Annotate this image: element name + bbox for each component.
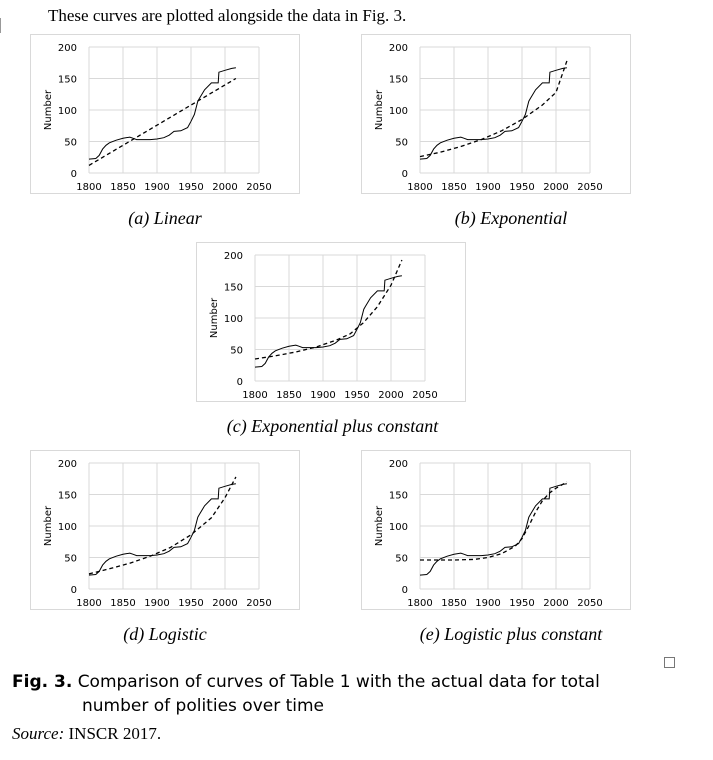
- fitted-curve-line: [254, 259, 403, 360]
- y-tick-label: 100: [389, 522, 408, 533]
- source-note: Source: INSCR 2017.: [12, 724, 161, 744]
- chart-logistic: 0 50 100 150 200 1800 1850 1900 1950 2000 2050 Numb…: [43, 459, 272, 609]
- y-tick-label: 0: [71, 585, 77, 596]
- actual-data-line: [88, 67, 236, 160]
- y-tick-label: 150: [389, 491, 408, 502]
- chart-exp-plus-constant: 0 50 100 150 200 1800 1850 1900 1950 2000 2050 Numb…: [209, 251, 438, 401]
- source-label: Source:: [12, 724, 65, 743]
- x-tick-label: 1850: [276, 390, 301, 401]
- actual-data-line: [254, 275, 402, 368]
- x-tick-label: 2000: [378, 390, 403, 401]
- y-tick-label: 0: [71, 169, 77, 180]
- fitted-curve-line: [420, 481, 568, 561]
- y-tick-label: 100: [389, 106, 408, 117]
- caption-logistic: (d) Logistic: [123, 624, 207, 644]
- x-tick-label: 2000: [212, 182, 237, 193]
- x-tick-label: 1900: [475, 598, 500, 609]
- chart-panel-linear: 0 50 100 150 200 1800 1850 1900 1950 2000 2050 Numb…: [30, 34, 300, 194]
- chart-panel-logistic: 0 50 100 150 200 1800 1850 1900 1950 2000 2050 Numb…: [30, 450, 300, 610]
- y-tick-label: 200: [389, 43, 408, 54]
- y-tick-label: 150: [389, 75, 408, 86]
- y-axis-label: Number: [209, 297, 220, 338]
- x-tick-label: 2050: [412, 390, 437, 401]
- x-tick-label: 1950: [178, 598, 203, 609]
- x-tick-label: 1850: [110, 182, 135, 193]
- caption-logistic-plus-constant: (e) Logistic plus constant: [419, 624, 603, 644]
- y-tick-label: 0: [237, 377, 243, 388]
- figure-caption: Fig. 3. Comparison of curves of Table 1 …: [12, 670, 662, 718]
- x-tick-label: 2000: [543, 182, 568, 193]
- y-tick-label: 0: [402, 585, 408, 596]
- y-tick-label: 100: [224, 314, 243, 325]
- y-tick-label: 150: [224, 283, 243, 294]
- y-tick-label: 200: [58, 459, 77, 470]
- chart-panel-exponential: 0 50 100 150 200 1800 1850 1900 1950 2000 2050 Numb…: [361, 34, 631, 194]
- x-tick-label: 2050: [577, 182, 602, 193]
- y-tick-label: 50: [395, 554, 408, 565]
- x-tick-label: 1800: [407, 598, 432, 609]
- x-tick-label: 1800: [76, 598, 101, 609]
- fitted-curve-line: [88, 476, 237, 575]
- chart-logistic-plus-constant: 0 50 100 150 200 1800 1850 1900 1950 2000 2050 Numb…: [374, 459, 603, 609]
- y-axis-label: Number: [43, 89, 54, 130]
- x-tick-label: 1800: [242, 390, 267, 401]
- selection-checkbox[interactable]: [664, 657, 675, 668]
- caption-exponential: (b) Exponential: [454, 208, 568, 228]
- x-tick-label: 2050: [577, 598, 602, 609]
- x-tick-label: 2050: [246, 182, 271, 193]
- y-tick-label: 200: [389, 459, 408, 470]
- x-tick-label: 1950: [344, 390, 369, 401]
- x-tick-label: 2000: [212, 598, 237, 609]
- y-axis-label: Number: [374, 505, 385, 546]
- x-tick-label: 1850: [441, 598, 466, 609]
- x-tick-label: 1900: [144, 182, 169, 193]
- y-tick-label: 200: [58, 43, 77, 54]
- chart-linear: 0 50 100 150 200 1800 1850 1900 1950 2000 2050 Numb…: [43, 43, 272, 193]
- x-tick-label: 1900: [475, 182, 500, 193]
- x-tick-label: 2050: [246, 598, 271, 609]
- y-tick-label: 50: [64, 138, 77, 149]
- chart-panel-exp-plus-constant: 0 50 100 150 200 1800 1850 1900 1950 2000 2050 Numb…: [196, 242, 466, 402]
- actual-data-line: [88, 483, 236, 576]
- caption-exp-plus-constant: (c) Exponential plus constant: [226, 416, 439, 436]
- y-tick-label: 200: [224, 251, 243, 262]
- intro-text: These curves are plotted alongside the d…: [48, 6, 407, 25]
- x-tick-label: 1800: [76, 182, 101, 193]
- y-tick-label: 150: [58, 75, 77, 86]
- x-tick-label: 2000: [543, 598, 568, 609]
- figure-caption-line1: Comparison of curves of Table 1 with the…: [77, 672, 600, 692]
- x-tick-label: 1950: [509, 598, 534, 609]
- actual-data-line: [419, 67, 567, 160]
- y-axis-label: Number: [43, 505, 54, 546]
- y-axis-label: Number: [374, 89, 385, 130]
- x-tick-label: 1850: [441, 182, 466, 193]
- x-tick-label: 1800: [407, 182, 432, 193]
- y-tick-label: 100: [58, 522, 77, 533]
- x-tick-label: 1900: [144, 598, 169, 609]
- x-tick-label: 1850: [110, 598, 135, 609]
- x-tick-label: 1950: [509, 182, 534, 193]
- x-tick-label: 1900: [310, 390, 335, 401]
- y-tick-label: 100: [58, 106, 77, 117]
- y-tick-label: 50: [230, 346, 243, 357]
- figure-label: Fig. 3.: [12, 672, 73, 692]
- figure-caption-line2: number of polities over time: [82, 696, 325, 716]
- y-tick-label: 50: [395, 138, 408, 149]
- chart-exponential: 0 50 100 150 200 1800 1850 1900 1950 2000 2050 Numb…: [374, 43, 603, 193]
- y-tick-label: 0: [402, 169, 408, 180]
- page-edge-mark: [0, 18, 1, 33]
- chart-panel-logistic-plus-constant: 0 50 100 150 200 1800 1850 1900 1950 2000 2050 Numb…: [361, 450, 631, 610]
- fitted-curve-line: [88, 77, 237, 166]
- y-tick-label: 150: [58, 491, 77, 502]
- y-tick-label: 50: [64, 554, 77, 565]
- actual-data-line: [419, 483, 567, 576]
- source-text: INSCR 2017.: [68, 724, 162, 743]
- caption-linear: (a) Linear: [128, 208, 202, 228]
- x-tick-label: 1950: [178, 182, 203, 193]
- fitted-curve-line: [419, 60, 568, 158]
